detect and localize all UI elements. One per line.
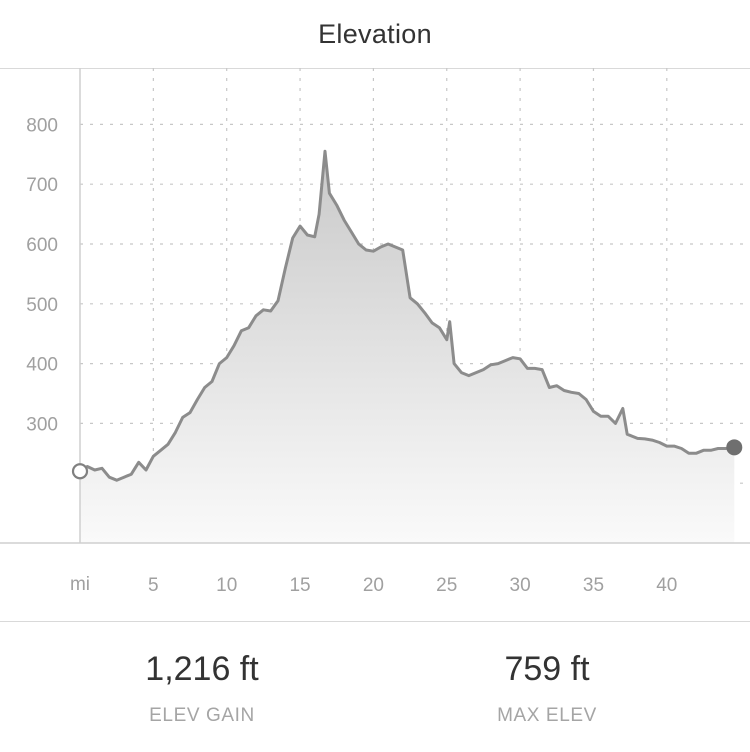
x-unit-label: mi — [70, 574, 90, 595]
x-tick-label: 15 — [289, 575, 310, 596]
divider — [0, 621, 750, 622]
elevation-chart[interactable]: 300 400 500 600 700 800 mi 5 10 15 20 25 30 35 40 — [0, 68, 750, 621]
elev-gain-label: ELEV GAIN — [149, 705, 255, 726]
y-tick-label: 400 — [26, 355, 58, 376]
elev-gain-value: 1,216 ft — [145, 650, 259, 688]
elevation-area — [80, 151, 735, 544]
series-line — [79, 149, 735, 482]
header: Elevation — [0, 0, 750, 69]
x-tick-label: 40 — [656, 575, 677, 596]
x-tick-label: 10 — [216, 575, 237, 596]
stat-elev-gain: 1,216 ft ELEV GAIN — [52, 650, 352, 727]
max-elev-value: 759 ft — [504, 650, 590, 688]
area-fill — [80, 151, 735, 544]
x-tick-label: 20 — [363, 575, 384, 596]
x-tick-label: 5 — [148, 575, 159, 596]
markers — [71, 439, 743, 480]
y-tick-label: 800 — [26, 115, 58, 136]
x-tick-label: 25 — [436, 575, 457, 596]
elevation-line — [79, 149, 735, 482]
y-tick-label: 700 — [26, 175, 58, 196]
tick-labels: 300 400 500 600 700 800 mi 5 10 15 20 25 30 35 40 — [26, 115, 677, 596]
chart-title: Elevation — [318, 18, 432, 49]
start-point-marker — [71, 463, 89, 480]
x-tick-label: 30 — [510, 575, 531, 596]
elevation-chart-svg: 300 400 500 600 700 800 mi 5 10 15 20 25 30 35 40 — [0, 68, 750, 596]
y-tick-label: 300 — [26, 414, 58, 435]
stat-max-elev: 759 ft MAX ELEV — [397, 650, 697, 727]
end-point-marker — [726, 439, 743, 456]
x-tick-label: 35 — [583, 575, 604, 596]
y-tick-label: 600 — [26, 235, 58, 256]
max-elev-label: MAX ELEV — [497, 705, 597, 726]
y-tick-label: 500 — [26, 295, 58, 316]
